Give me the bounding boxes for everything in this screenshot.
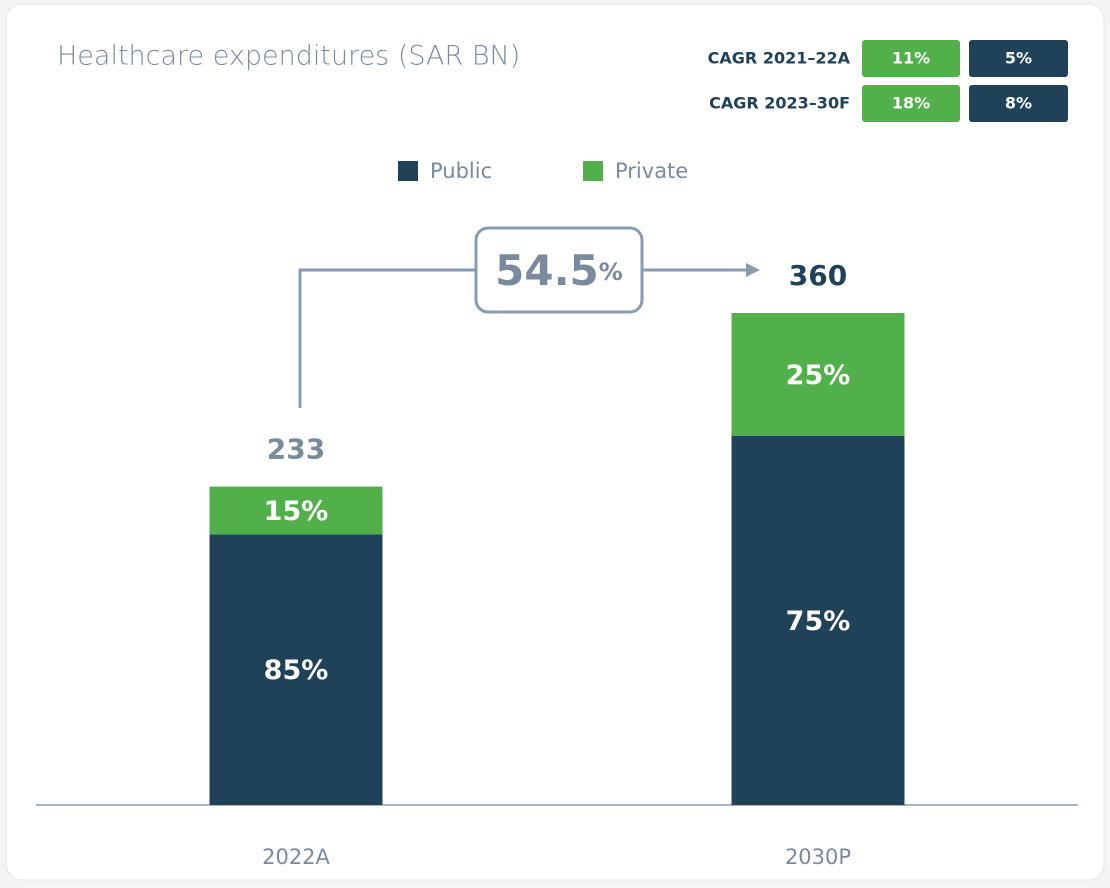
card (5, 3, 1105, 881)
total-label: 360 (789, 259, 847, 292)
x-tick-label: 2030P (785, 845, 851, 869)
legend-swatch (398, 161, 418, 181)
cagr-value: 11% (892, 49, 930, 68)
bar-segment (209, 486, 383, 535)
bar-segment (731, 436, 905, 805)
segment-label: 15% (264, 496, 329, 527)
legend-label: Public (430, 159, 492, 183)
segment-label: 25% (786, 360, 851, 391)
segment-label: 85% (264, 655, 329, 686)
x-tick-label: 2022A (262, 845, 330, 869)
legend-label: Private (615, 159, 688, 183)
arrow-head (746, 263, 760, 277)
legend-swatch (583, 161, 603, 181)
growth-box (474, 226, 644, 314)
bar-segment (731, 313, 905, 436)
cagr-box (969, 85, 1068, 122)
cagr-box (862, 85, 960, 122)
growth-unit: % (599, 258, 623, 286)
bar-segment (209, 534, 383, 805)
growth-label: 54.5% (495, 246, 623, 295)
cagr-value: 8% (1005, 94, 1032, 113)
cagr-value: 5% (1005, 49, 1032, 68)
growth-connector (298, 268, 476, 408)
cagr-label: CAGR 2021–22A (708, 49, 851, 68)
growth-value: 54.5 (495, 246, 599, 295)
cagr-value: 18% (892, 94, 930, 113)
cagr-box (969, 40, 1068, 77)
total-label: 233 (267, 433, 325, 466)
cagr-label: CAGR 2023–30F (709, 94, 850, 113)
cagr-box (862, 40, 960, 77)
chart-title: Healthcare expenditures (SAR BN) (57, 41, 520, 72)
segment-label: 75% (786, 606, 851, 637)
